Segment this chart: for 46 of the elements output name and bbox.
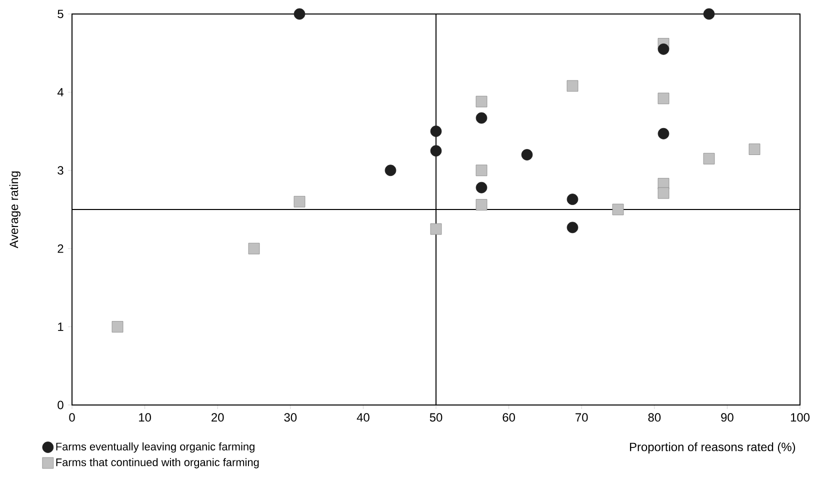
point <box>476 164 488 176</box>
point <box>521 149 533 160</box>
point <box>476 112 488 124</box>
x-tick-label: 20 <box>212 413 224 422</box>
point <box>566 194 578 205</box>
y-tick-label: 0 <box>58 400 64 410</box>
y-tick-label: 4 <box>57 88 64 96</box>
point <box>703 152 715 164</box>
legend-label: Farms eventually leaving organic farming <box>56 442 254 453</box>
point <box>748 144 760 155</box>
x-tick-label: 100 <box>790 413 810 422</box>
legend-label: Farms that continued with organic farming <box>56 458 259 468</box>
point <box>612 204 624 216</box>
x-axis-title: Proportion of reasons rated (%) <box>630 442 796 454</box>
x-tick-label: 60 <box>502 413 515 422</box>
point <box>294 8 306 20</box>
point <box>658 187 670 199</box>
x-tick-label: 70 <box>576 413 588 422</box>
point <box>658 44 670 55</box>
x-tick-label: 10 <box>139 413 151 422</box>
point <box>430 223 442 235</box>
point <box>566 80 578 92</box>
point <box>384 164 396 176</box>
x-tick-label: 80 <box>648 413 661 422</box>
point <box>658 92 670 104</box>
point <box>248 242 260 254</box>
point <box>294 196 306 208</box>
x-tick-label: 90 <box>721 413 734 422</box>
point <box>476 182 488 194</box>
y-axis-title: Average rating <box>9 172 21 248</box>
x-tick-label: 30 <box>284 413 297 422</box>
point <box>430 145 442 157</box>
y-tick-label: 2 <box>58 244 64 253</box>
point <box>566 222 578 234</box>
point <box>430 126 442 137</box>
point <box>703 8 715 20</box>
y-tick-label: 3 <box>58 166 64 175</box>
x-tick-label: 0 <box>69 413 75 422</box>
y-tick-label: 1 <box>58 322 64 331</box>
x-tick-label: 40 <box>356 413 370 422</box>
point <box>476 199 488 210</box>
point <box>112 321 124 332</box>
point <box>476 96 488 108</box>
point <box>658 128 670 140</box>
x-tick-label: 50 <box>430 413 442 422</box>
y-tick-label: 5 <box>58 10 64 18</box>
